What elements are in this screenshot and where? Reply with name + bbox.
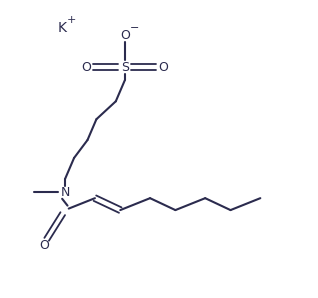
Text: O: O — [81, 60, 91, 74]
Text: O: O — [120, 29, 130, 42]
Text: O: O — [39, 239, 49, 252]
Text: −: − — [129, 23, 139, 33]
Text: K: K — [58, 21, 67, 35]
Text: O: O — [159, 60, 169, 74]
Text: S: S — [121, 60, 129, 74]
Text: +: + — [67, 15, 76, 25]
Text: N: N — [60, 186, 70, 199]
